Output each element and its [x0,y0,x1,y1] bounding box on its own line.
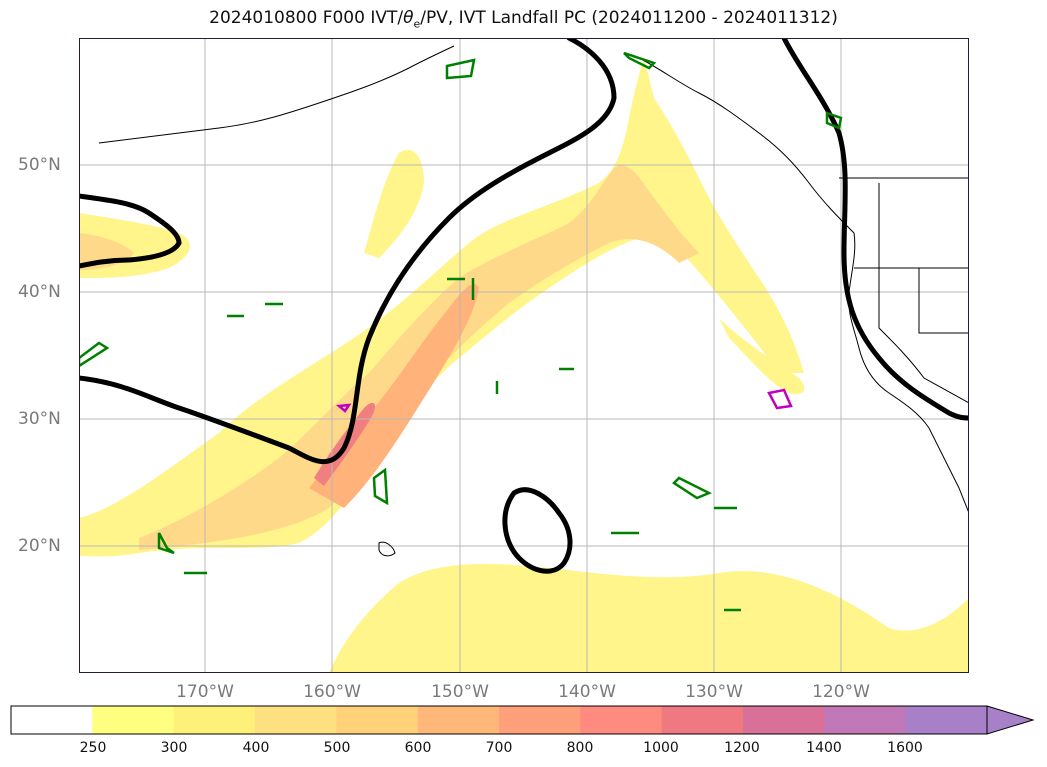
landfall-1 [767,388,793,410]
colorbar-cell [255,706,337,734]
ivt-region-coast [719,318,805,395]
pv-blob-2 [372,467,389,506]
theta-e-contours [79,38,969,574]
colorbar-cells [11,706,988,734]
theta-e-nw-loop [79,193,182,269]
pv-blob-4 [157,532,175,555]
lon-label-120: 120°W [812,682,870,702]
colorbar-tick-300: 300 [160,740,188,756]
hawaii [378,541,396,557]
colorbar-cell [743,706,825,734]
colorbar-tick-1200: 1200 [724,740,760,756]
colorbar [10,705,1035,735]
colorbar-tick-250: 250 [79,740,107,756]
colorbar-cell [824,706,907,734]
theta-e-east [781,38,969,421]
lon-label-170: 170°W [176,682,234,702]
colorbar-tick-600: 600 [404,740,432,756]
colorbar-cell [661,706,744,734]
ivt-region-north [364,149,424,258]
lat-label-20: 20°N [18,536,61,556]
colorbar-cell [336,706,419,734]
colorbar-tick-700: 700 [485,740,513,756]
lon-label-130: 130°W [685,682,743,702]
lon-label-150: 150°W [431,682,489,702]
title-suffix: /PV, IVT Landfall PC (2024011200 - 20240… [420,8,838,28]
state-line-4 [878,268,969,404]
colorbar-outline [10,705,988,735]
colorbar-cell [417,706,500,734]
colorbar-tick-1000: 1000 [643,740,679,756]
lon-label-140: 140°W [558,682,616,702]
colorbar-tick-800: 800 [566,740,594,756]
colorbar-cell [905,706,988,734]
alaska-panhandle [638,57,855,234]
colorbar-cell [499,706,581,734]
colorbar-tick-1400: 1400 [806,740,842,756]
lat-label-30: 30°N [18,409,61,429]
colorbar-tick-400: 400 [242,740,270,756]
title-theta-sub: e [413,17,421,31]
lat-label-40: 40°N [18,282,61,302]
colorbar-tick-500: 500 [323,740,351,756]
lat-label-50: 50°N [18,155,61,175]
colorbar-extend-arrow [986,705,1035,735]
colorbar-cell [11,706,93,734]
landfall-2 [335,403,352,413]
state-line-3 [918,268,969,334]
colorbar-cell [173,706,256,734]
map-title: 2024010800 F000 IVT/θe/PV, IVT Landfall … [0,8,1047,30]
ivt-high-core [309,284,479,508]
pv-blob-3 [672,476,713,500]
theta-e-closed [502,487,573,574]
lon-label-160: 160°W [303,682,361,702]
pv-blob-5 [79,341,110,368]
pv-blob-7 [623,51,657,70]
title-prefix: 2024010800 F000 IVT/ [209,8,404,28]
map-panel [79,38,969,673]
colorbar-tick-1600: 1600 [887,740,923,756]
title-theta: θ [403,8,414,28]
colorbar-cell [92,706,175,734]
ivt-shading [79,58,969,673]
graticule [79,38,969,673]
pv-blob-6 [825,111,843,130]
alaska-coast [98,45,455,144]
pv-contours [79,51,843,612]
us-west-coast [848,232,969,514]
landfall-contours [335,388,793,413]
pv-blob-1 [445,58,476,80]
theta-e-main [79,38,617,465]
colorbar-cell [580,706,663,734]
ivt-region-south [329,563,969,673]
